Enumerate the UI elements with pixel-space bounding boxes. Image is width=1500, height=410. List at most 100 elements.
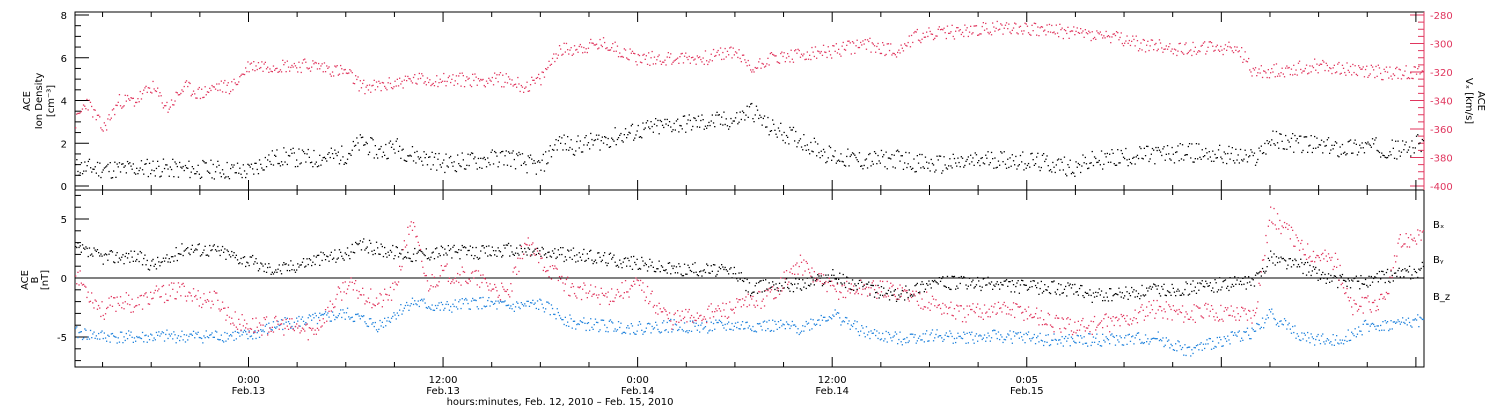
by-point <box>350 317 352 319</box>
ion-density-point <box>681 128 683 130</box>
vx-point <box>167 111 169 113</box>
by-point <box>277 320 279 323</box>
bx-point <box>1090 294 1092 297</box>
by-point <box>465 297 467 300</box>
vx-point <box>1297 62 1300 64</box>
bx-point <box>1229 277 1231 279</box>
by-point <box>132 341 134 343</box>
by-point <box>687 332 689 334</box>
ion-density-point <box>1354 139 1356 141</box>
ion-density-point <box>1059 169 1061 171</box>
bx-point <box>688 266 690 269</box>
vx-point <box>851 41 854 43</box>
bx-point <box>224 248 226 250</box>
ion-density-point <box>879 162 881 164</box>
by-point <box>1264 322 1266 324</box>
bx-point <box>417 251 419 253</box>
by-point <box>1043 344 1045 347</box>
bx-point <box>459 258 461 260</box>
bz-point <box>192 288 195 290</box>
by-point <box>1334 339 1337 341</box>
by-point <box>731 322 733 325</box>
vx-point <box>162 107 165 109</box>
by-point <box>598 330 600 333</box>
by-point <box>722 324 724 326</box>
ion-density-point <box>934 171 936 173</box>
vx-point <box>733 54 735 56</box>
bx-point <box>1188 293 1191 295</box>
vx-point <box>887 43 890 45</box>
bottom-panel-series <box>75 206 1425 357</box>
ion-density-point <box>704 125 707 127</box>
vx-point <box>1062 37 1064 40</box>
vx-point <box>126 94 129 97</box>
vx-point <box>1181 52 1184 54</box>
bx-point <box>1345 280 1347 283</box>
bx-point <box>1390 270 1392 272</box>
ion-density-point <box>1389 151 1391 153</box>
bx-point <box>982 278 984 280</box>
by-point <box>630 323 632 325</box>
by-point <box>297 320 299 322</box>
by-point <box>241 334 243 336</box>
vx-point <box>131 97 133 100</box>
ion-density-point <box>1146 145 1148 147</box>
bx-point <box>854 283 856 285</box>
bz-point <box>226 314 228 316</box>
vx-point <box>1373 69 1375 71</box>
bx-point <box>1199 282 1201 284</box>
vx-point <box>113 108 115 110</box>
by-point <box>600 319 602 321</box>
vx-point <box>523 91 525 93</box>
by-point <box>239 335 241 337</box>
ion-density-point <box>1377 150 1379 152</box>
bx-point <box>453 244 455 247</box>
vx-point <box>81 108 84 110</box>
vx-point <box>985 22 987 25</box>
ion-density-point <box>872 163 874 165</box>
vx-point <box>228 93 231 95</box>
by-point <box>213 336 215 338</box>
bx-point <box>1273 253 1275 255</box>
bx-point <box>1158 292 1161 295</box>
vx-point <box>890 43 892 45</box>
vx-point <box>1288 66 1290 69</box>
bx-point <box>1205 280 1207 282</box>
ion-density-point <box>122 163 124 165</box>
by-point <box>949 330 951 332</box>
bx-point <box>913 294 915 296</box>
bx-point <box>887 289 890 292</box>
vx-point <box>416 83 418 85</box>
bx-point <box>1103 296 1105 298</box>
by-point <box>904 338 906 340</box>
ion-density-point <box>431 151 433 153</box>
vx-point <box>505 73 507 75</box>
bz-point <box>78 284 80 286</box>
bx-point <box>667 262 669 264</box>
ion-density-point <box>870 165 872 167</box>
vx-point <box>1194 46 1196 48</box>
vx-point <box>479 80 481 82</box>
bx-point <box>476 256 478 259</box>
by-point <box>567 321 569 323</box>
ion-density-point <box>1414 147 1416 149</box>
ion-density-point <box>1163 146 1165 148</box>
vx-point <box>390 87 393 89</box>
bx-point <box>521 251 524 253</box>
vx-point <box>1316 63 1318 65</box>
bx-point <box>473 257 475 260</box>
by-point <box>182 339 184 341</box>
ion-density-point <box>1031 152 1033 154</box>
by-point <box>775 323 777 325</box>
vx-point <box>791 58 793 60</box>
bx-point <box>536 247 539 249</box>
vx-point <box>529 84 532 86</box>
bz-point <box>209 291 211 293</box>
by-point <box>733 325 735 327</box>
vx-point <box>129 99 131 101</box>
bx-point <box>1083 296 1085 299</box>
vx-point <box>1139 48 1141 50</box>
bx-point <box>276 271 278 273</box>
vx-point <box>1325 62 1327 64</box>
